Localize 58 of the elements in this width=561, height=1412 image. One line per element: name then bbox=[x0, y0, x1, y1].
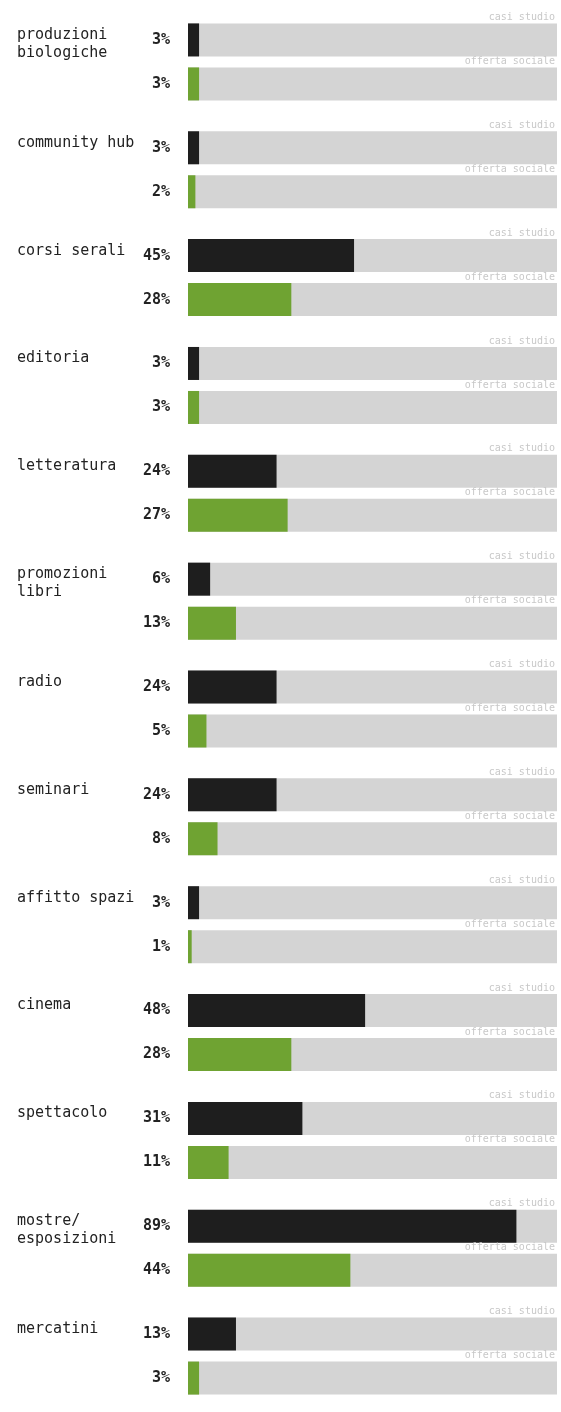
y-tick-label: produzioni biologiche bbox=[17, 24, 108, 61]
data-label: 31% bbox=[142, 1108, 170, 1127]
bar bbox=[188, 1317, 236, 1351]
bar bbox=[188, 930, 192, 964]
data-label: 11% bbox=[142, 1152, 170, 1171]
bar bbox=[188, 778, 277, 812]
bar bbox=[188, 886, 200, 920]
y-tick-label: radio bbox=[17, 671, 63, 690]
bar bbox=[188, 23, 200, 57]
data-label: 27% bbox=[142, 505, 170, 524]
data-label: 45% bbox=[142, 245, 170, 264]
y-tick-label: affitto spazi bbox=[17, 887, 135, 906]
data-label: 89% bbox=[142, 1216, 170, 1235]
data-label: 1% bbox=[151, 936, 170, 955]
bar bbox=[188, 498, 288, 532]
bar bbox=[188, 346, 200, 380]
y-tick-label: community hub bbox=[17, 132, 135, 151]
data-label: 13% bbox=[142, 1323, 170, 1342]
data-label: 44% bbox=[142, 1260, 170, 1279]
y-tick-label: letteratura bbox=[17, 456, 117, 475]
bar bbox=[188, 390, 200, 424]
data-label: 3% bbox=[151, 353, 170, 372]
bar bbox=[188, 131, 200, 165]
data-label: 3% bbox=[151, 892, 170, 911]
data-label: 28% bbox=[142, 1044, 170, 1063]
data-label: 24% bbox=[142, 784, 170, 803]
y-tick-label: mercatini bbox=[17, 1318, 99, 1337]
data-label: 28% bbox=[142, 289, 170, 308]
bar bbox=[188, 670, 277, 704]
data-label: 24% bbox=[142, 676, 170, 695]
bar bbox=[188, 67, 200, 101]
bar bbox=[188, 562, 211, 596]
data-label: 3% bbox=[151, 29, 170, 48]
y-tick-label: editoria bbox=[17, 348, 90, 367]
data-label: 3% bbox=[151, 73, 170, 92]
data-label: 5% bbox=[151, 720, 170, 739]
data-label: 3% bbox=[151, 397, 170, 416]
bar bbox=[188, 175, 196, 209]
data-label: 24% bbox=[142, 461, 170, 480]
bar bbox=[188, 1361, 200, 1395]
bar bbox=[188, 606, 236, 640]
y-tick-label: spettacolo bbox=[17, 1103, 108, 1122]
data-label: 6% bbox=[151, 569, 170, 588]
y-tick-label: seminari bbox=[17, 779, 90, 798]
data-label: 48% bbox=[142, 1000, 170, 1019]
bar bbox=[188, 454, 277, 488]
data-label: 13% bbox=[142, 613, 170, 632]
y-tick-label: cinema bbox=[17, 995, 72, 1014]
data-label: 3% bbox=[151, 137, 170, 156]
bar bbox=[188, 714, 207, 748]
bar bbox=[188, 1145, 229, 1179]
data-label: 2% bbox=[151, 181, 170, 200]
y-tick-label: corsi serali bbox=[17, 240, 126, 259]
y-tick-label: promozioni libri bbox=[17, 564, 108, 601]
y-tick-label: mostre/ esposizioni bbox=[17, 1211, 117, 1248]
bar bbox=[188, 822, 218, 856]
data-label: 8% bbox=[151, 828, 170, 847]
data-label: 3% bbox=[151, 1367, 170, 1386]
